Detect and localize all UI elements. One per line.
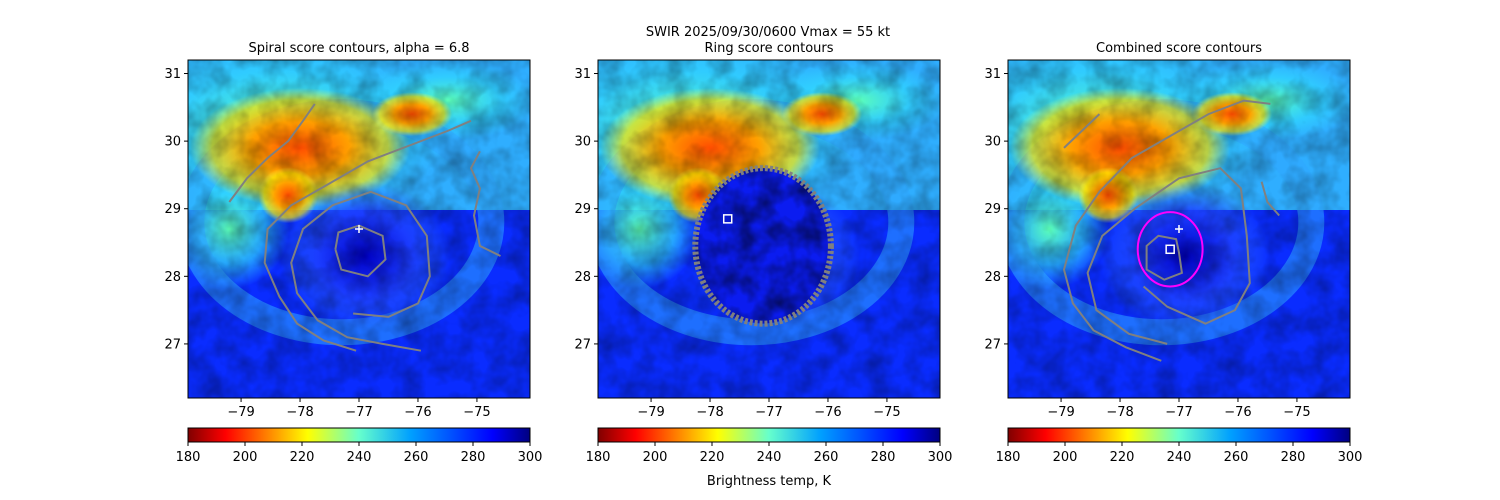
score-contour: [1086, 167, 1251, 345]
colorbar: [187, 427, 531, 443]
y-tick-label: 27: [574, 337, 591, 352]
colorbar-tick-label: 300: [518, 450, 543, 465]
score-contour: [1063, 113, 1101, 149]
colorbar: [597, 427, 941, 443]
y-tick-label: 28: [574, 270, 591, 285]
x-tick-label: −77: [1165, 405, 1192, 420]
y-tick-label: 31: [164, 67, 181, 82]
brightness-temp-image: [188, 60, 530, 398]
colorbar-label: Brightness temp, K: [707, 474, 832, 489]
panel-2: Ring score contours −79 −78 −77 −76 −75 27 28 29…: [574, 41, 953, 465]
y-tick-label: 29: [164, 202, 181, 217]
colorbar: [1007, 427, 1351, 443]
colorbar-tick-label: 180: [586, 450, 611, 465]
score-contour: [228, 103, 316, 203]
colorbar-tick-label: 260: [814, 450, 839, 465]
colorbar-tick-label: 280: [1281, 450, 1306, 465]
x-tick-label: −75: [873, 405, 900, 420]
colorbar-tick-label: 220: [700, 450, 725, 465]
ring-score-contours: [692, 165, 834, 327]
x-tick-label: −78: [696, 405, 723, 420]
panel-3: Combined score contours −79 −78 −77 −76 −75 27…: [984, 41, 1363, 465]
x-tick-label: −76: [1224, 405, 1251, 420]
x-tick-label: −75: [1283, 405, 1310, 420]
score-contour: [263, 119, 472, 352]
score-contour: [1062, 99, 1271, 362]
y-tick-label: 30: [574, 135, 591, 150]
x-tick-label: −78: [1106, 405, 1133, 420]
y-tick-label: 29: [574, 202, 591, 217]
x-tick-label: −77: [755, 405, 782, 420]
x-tick-label: −77: [345, 405, 372, 420]
colorbar-tick-label: 200: [1053, 450, 1078, 465]
colorbar-tick-label: 180: [176, 450, 201, 465]
x-tick-label: −79: [227, 405, 254, 420]
score-contour: [290, 190, 431, 352]
colorbar-tick-label: 240: [347, 450, 372, 465]
y-tick-label: 27: [984, 337, 1001, 352]
x-tick-label: −76: [404, 405, 431, 420]
best-track-plus-marker: [355, 225, 363, 233]
colorbar-tick-label: 200: [643, 450, 668, 465]
colorbar-tick-label: 260: [404, 450, 429, 465]
panel-title: Ring score contours: [704, 41, 833, 56]
x-tick-label: −76: [814, 405, 841, 420]
colorbar-tick-label: 200: [233, 450, 258, 465]
y-tick-label: 28: [984, 270, 1001, 285]
best-score-square-marker: [722, 214, 733, 224]
score-contour: [334, 224, 387, 278]
colorbar-tick-label: 300: [928, 450, 953, 465]
colorbar-tick-label: 220: [290, 450, 315, 465]
colorbar-tick-label: 280: [871, 450, 896, 465]
x-tick-label: −75: [463, 405, 490, 420]
y-tick-label: 30: [164, 135, 181, 150]
best-track-plus-marker: [1175, 225, 1183, 233]
y-tick-label: 27: [164, 337, 181, 352]
x-tick-label: −79: [637, 405, 664, 420]
panel-1: Spiral score contours, alpha = 6.8 −79 −78…: [164, 41, 543, 465]
figure-title: SWIR 2025/09/30/0600 Vmax = 55 kt: [646, 25, 890, 40]
fix-circle: [1136, 211, 1204, 288]
y-tick-label: 31: [574, 67, 591, 82]
x-tick-label: −78: [286, 405, 313, 420]
score-contour: [1260, 181, 1280, 217]
panel-title: Combined score contours: [1096, 41, 1262, 56]
y-tick-label: 28: [164, 270, 181, 285]
colorbar-tick-label: 180: [996, 450, 1021, 465]
y-tick-label: 30: [984, 135, 1001, 150]
y-tick-label: 29: [984, 202, 1001, 217]
colorbar-tick-label: 240: [757, 450, 782, 465]
score-contour: [1145, 234, 1184, 281]
x-tick-label: −79: [1047, 405, 1074, 420]
y-tick-label: 31: [984, 67, 1001, 82]
panel-title: Spiral score contours, alpha = 6.8: [248, 41, 469, 56]
score-contour: [469, 150, 501, 257]
colorbar-tick-label: 260: [1224, 450, 1249, 465]
colorbar-tick-label: 300: [1338, 450, 1363, 465]
colorbar-tick-label: 220: [1110, 450, 1135, 465]
best-score-square-marker: [1165, 244, 1175, 255]
colorbar-tick-label: 240: [1167, 450, 1192, 465]
colorbar-tick-label: 280: [461, 450, 486, 465]
